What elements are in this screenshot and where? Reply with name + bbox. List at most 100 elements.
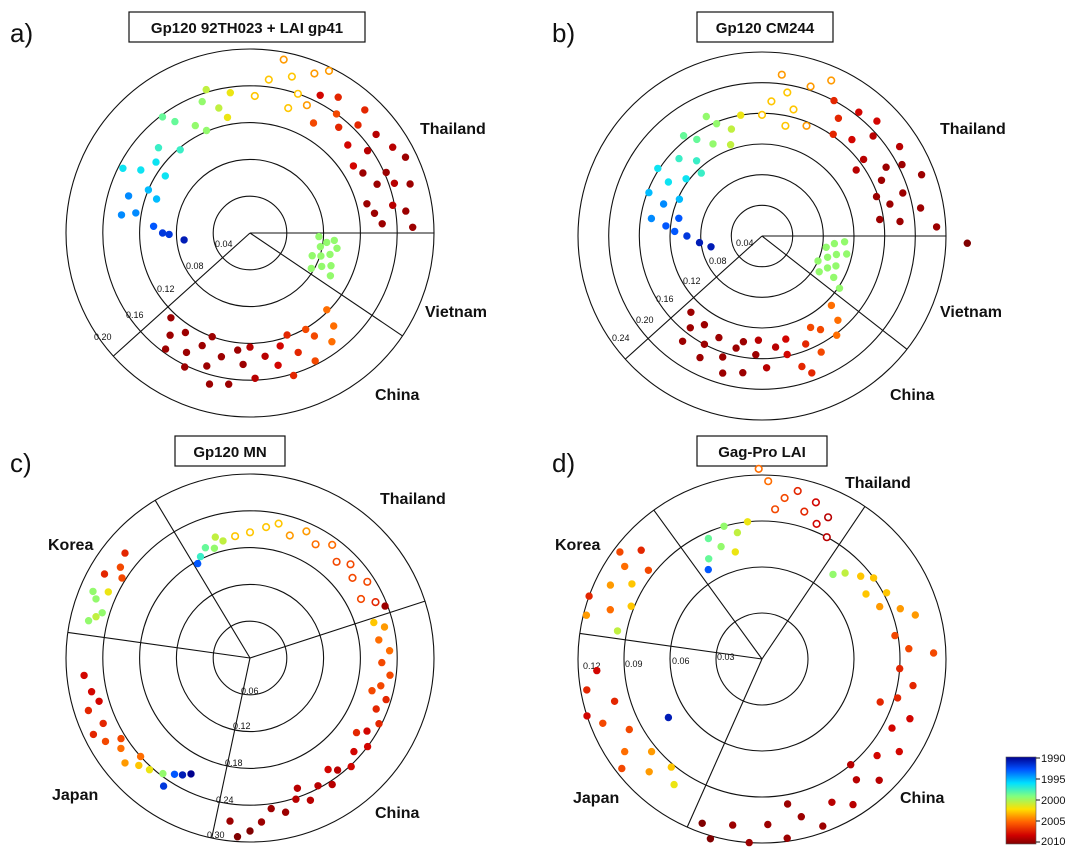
polar-grid xyxy=(65,48,435,418)
data-point xyxy=(261,352,269,360)
data-point xyxy=(171,117,179,126)
panel-title: Gp120 CM244 xyxy=(716,20,815,37)
data-point xyxy=(373,180,381,188)
data-point xyxy=(698,819,706,827)
data-point xyxy=(333,766,342,774)
data-point xyxy=(279,55,288,64)
data-point xyxy=(645,188,653,197)
data-point xyxy=(828,798,836,806)
data-point xyxy=(869,132,877,140)
data-point xyxy=(783,88,792,97)
data-point xyxy=(402,207,410,215)
data-point xyxy=(647,214,656,223)
data-point xyxy=(797,812,805,821)
data-point xyxy=(318,262,326,271)
sector-boundary xyxy=(624,235,763,360)
data-point xyxy=(834,316,842,324)
ring-label: 0.12 xyxy=(683,276,701,286)
data-point xyxy=(664,178,673,186)
data-point xyxy=(205,380,214,388)
title-box xyxy=(696,435,828,467)
data-point xyxy=(118,574,126,582)
sector-boundary xyxy=(249,232,403,337)
data-point xyxy=(208,333,216,341)
data-point xyxy=(745,838,753,847)
data-point xyxy=(644,566,653,574)
data-point xyxy=(709,140,717,148)
data-point xyxy=(132,209,140,217)
data-point xyxy=(814,257,822,265)
data-point xyxy=(886,200,894,208)
polar-grid xyxy=(65,473,435,843)
data-point xyxy=(326,272,335,280)
data-point xyxy=(158,229,167,237)
data-point xyxy=(842,250,851,258)
data-point xyxy=(117,211,126,219)
ring-circle xyxy=(623,520,901,798)
data-point xyxy=(582,611,591,619)
data-point xyxy=(380,623,389,631)
data-point xyxy=(302,101,312,110)
data-point xyxy=(700,321,709,329)
data-point xyxy=(350,747,358,756)
sector-boundary xyxy=(579,632,763,660)
data-point xyxy=(161,172,170,180)
sector-boundary xyxy=(154,500,251,659)
region-label-japan: Japan xyxy=(573,790,619,807)
data-point xyxy=(116,563,125,571)
data-point xyxy=(752,351,760,359)
data-point xyxy=(718,353,727,361)
data-point xyxy=(89,587,97,596)
data-point xyxy=(246,343,254,351)
data-point xyxy=(704,555,713,563)
data-point xyxy=(332,557,341,566)
data-point xyxy=(226,817,234,825)
data-point xyxy=(349,162,358,170)
data-point xyxy=(372,130,380,139)
data-point xyxy=(198,97,206,106)
data-point xyxy=(683,232,691,240)
data-point xyxy=(875,776,883,784)
data-point xyxy=(363,200,371,208)
polar-grid xyxy=(577,51,947,421)
region-label-thailand: Thailand xyxy=(940,121,1006,138)
data-point xyxy=(390,179,399,188)
data-point xyxy=(808,369,816,377)
sector-boundary xyxy=(686,658,763,828)
data-point xyxy=(764,477,773,486)
ring-label: 0.16 xyxy=(656,294,674,304)
data-point xyxy=(225,380,233,388)
data-point xyxy=(712,119,721,128)
data-point xyxy=(144,186,153,194)
data-point xyxy=(327,262,335,270)
ring-circle xyxy=(139,547,361,769)
data-point xyxy=(378,220,386,228)
data-point xyxy=(375,636,383,644)
title-box xyxy=(128,11,366,43)
data-point xyxy=(315,232,323,241)
ring-label: 0.12 xyxy=(583,661,601,671)
data-point xyxy=(628,580,636,588)
data-point xyxy=(733,528,742,537)
colorbar-label: 2000 xyxy=(1041,795,1065,807)
data-point xyxy=(281,808,290,816)
data-point xyxy=(817,348,825,356)
ring-circle xyxy=(65,473,435,843)
data-point xyxy=(645,768,653,776)
data-point xyxy=(170,770,179,778)
data-point xyxy=(876,698,884,706)
data-point xyxy=(895,747,903,756)
ring-label: 0.08 xyxy=(186,261,204,271)
data-point xyxy=(359,169,367,177)
data-point xyxy=(180,236,188,244)
data-point xyxy=(101,737,110,746)
data-point xyxy=(732,344,740,352)
data-point xyxy=(181,363,189,371)
data-point xyxy=(789,105,798,114)
ring-label: 0.08 xyxy=(709,256,727,266)
sector-boundary xyxy=(112,232,251,357)
ring-label: 0.18 xyxy=(225,758,243,768)
data-point xyxy=(829,130,837,139)
data-point xyxy=(191,121,200,130)
